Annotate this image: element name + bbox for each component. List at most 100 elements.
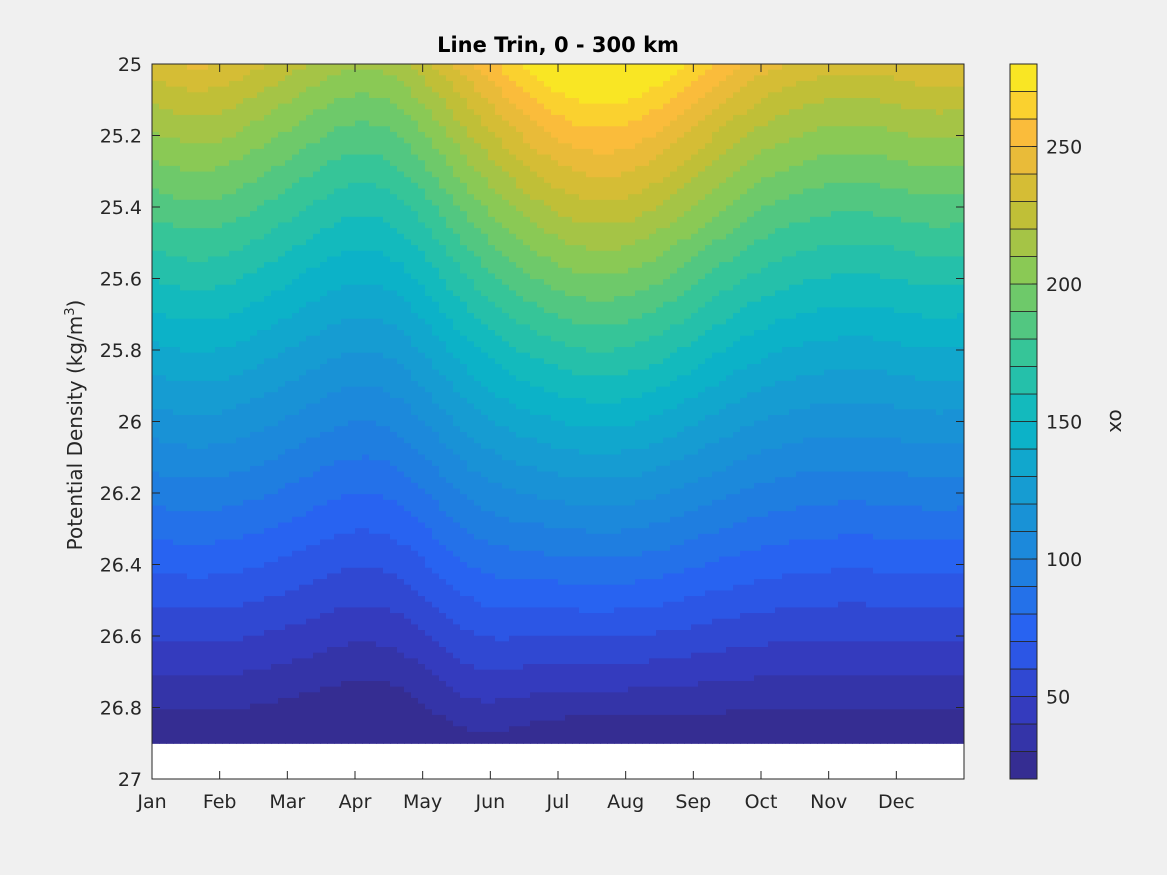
contour-cell — [572, 714, 580, 744]
contour-cell — [677, 630, 685, 659]
contour-cell — [208, 256, 216, 292]
contour-cell — [754, 126, 762, 156]
contour-cell — [761, 675, 769, 710]
contour-cell — [215, 414, 223, 444]
contour-cell — [278, 290, 286, 320]
contour-cell — [530, 607, 538, 637]
contour-cell — [866, 505, 874, 535]
contour-cell — [873, 709, 881, 744]
contour-cell — [453, 69, 461, 93]
contour-cell — [733, 199, 741, 229]
contour-cell — [950, 347, 958, 382]
contour-cell — [348, 460, 356, 495]
contour-cell — [411, 211, 419, 246]
contour-cell — [313, 335, 321, 371]
contour-cell — [768, 545, 776, 580]
contour-cell — [509, 522, 517, 552]
contour-cell — [572, 171, 580, 195]
contour-cell — [621, 635, 629, 665]
contour-cell — [887, 245, 895, 280]
contour-cell — [789, 641, 797, 676]
contour-cell — [670, 630, 678, 659]
contour-cell — [824, 341, 832, 371]
contour-cell — [579, 426, 587, 456]
contour-cell — [831, 369, 839, 405]
contour-cell — [257, 177, 265, 207]
contour-cell — [880, 154, 888, 190]
contour-cell — [677, 516, 685, 546]
contour-cell — [733, 460, 741, 495]
contour-cell — [558, 239, 566, 269]
contour-cell — [208, 352, 216, 382]
contour-cell — [831, 307, 839, 342]
contour-cell — [194, 448, 202, 478]
contour-cell — [544, 392, 552, 416]
contour-cell — [208, 443, 216, 478]
contour-cell — [810, 250, 818, 280]
contour-cell — [215, 511, 223, 541]
contour-cell — [376, 126, 384, 156]
contour-cell — [670, 194, 678, 224]
contour-cell — [747, 109, 755, 133]
contour-cell — [166, 256, 174, 286]
contour-cell — [467, 437, 475, 473]
contour-cell — [257, 148, 265, 178]
contour-cell — [740, 137, 748, 167]
contour-cell — [418, 75, 426, 105]
contour-cell — [873, 245, 881, 275]
contour-cell — [551, 233, 559, 263]
contour-cell — [614, 148, 622, 178]
contour-cell — [943, 194, 951, 229]
contour-cell — [313, 267, 321, 303]
contour-cell — [285, 284, 293, 320]
contour-cell — [509, 233, 517, 263]
contour-cell — [789, 318, 797, 348]
contour-cell — [271, 528, 279, 563]
contour-cell — [775, 448, 783, 478]
contour-cell — [656, 414, 664, 444]
contour-cell — [404, 114, 412, 144]
contour-cell — [572, 528, 580, 558]
contour-cell — [222, 641, 230, 676]
contour-cell — [474, 567, 482, 603]
contour-cell — [397, 364, 405, 399]
contour-cell — [929, 409, 937, 444]
contour-cell — [663, 103, 671, 127]
contour-cell — [817, 607, 825, 642]
contour-cell — [593, 584, 601, 614]
contour-cell — [488, 64, 496, 82]
contour-cell — [663, 630, 671, 659]
contour-cell — [810, 471, 818, 507]
contour-cell — [306, 545, 314, 586]
contour-cell — [880, 403, 888, 439]
contour-cell — [670, 245, 678, 275]
contour-cell — [635, 341, 643, 371]
contour-cell — [334, 460, 342, 501]
contour-cell — [166, 675, 174, 710]
contour-cell — [278, 386, 286, 422]
contour-cell — [467, 341, 475, 376]
contour-cell — [712, 86, 720, 110]
contour-cell — [229, 109, 237, 139]
contour-cell — [404, 64, 412, 88]
contour-cell — [467, 567, 475, 597]
contour-cell — [621, 714, 629, 744]
colorbar-tick-label: 250 — [1046, 137, 1082, 159]
contour-cell — [796, 222, 804, 252]
contour-cell — [530, 664, 538, 693]
contour-cell — [194, 318, 202, 354]
contour-cell — [950, 222, 958, 258]
contour-cell — [677, 267, 685, 297]
contour-cell — [411, 182, 419, 212]
contour-cell — [229, 347, 237, 376]
contour-cell — [488, 216, 496, 246]
contour-cell — [831, 97, 839, 127]
contour-cell — [908, 375, 916, 410]
contour-cell — [558, 448, 566, 478]
contour-cell — [726, 437, 734, 467]
contour-cell — [516, 409, 524, 439]
contour-cell — [299, 273, 307, 308]
contour-cell — [747, 392, 755, 427]
contour-cell — [292, 380, 300, 416]
contour-cell — [558, 584, 566, 608]
